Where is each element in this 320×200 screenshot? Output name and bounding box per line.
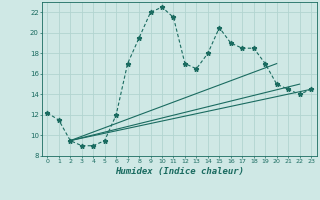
X-axis label: Humidex (Indice chaleur): Humidex (Indice chaleur) (115, 167, 244, 176)
